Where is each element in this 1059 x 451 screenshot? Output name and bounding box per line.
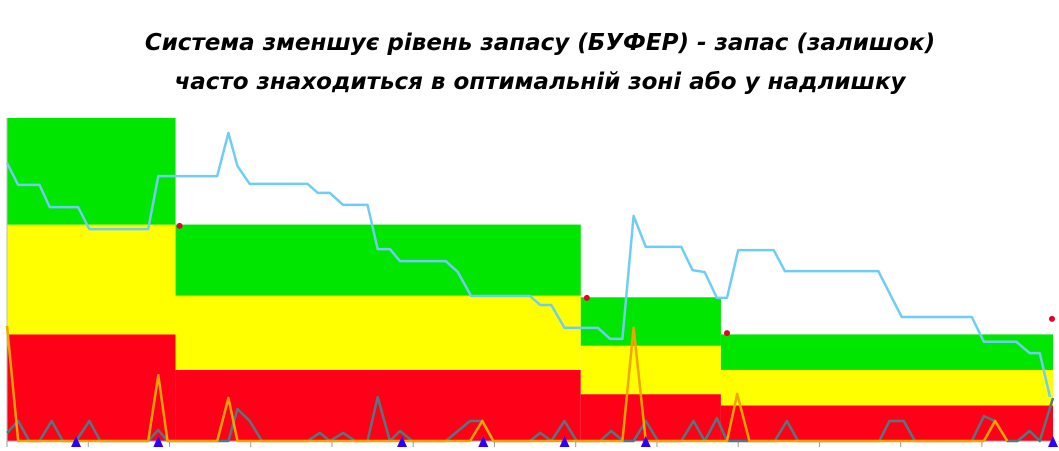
- chart-title: Система зменшує рівень запасу (БУФЕР) - …: [145, 30, 935, 56]
- buffer-zone: [7, 118, 176, 225]
- line-series: [5, 131, 1052, 398]
- buffer-zone: [175, 224, 581, 296]
- order-marker: [1048, 436, 1058, 447]
- order-marker: [397, 436, 408, 447]
- buffer-zone: [175, 295, 581, 370]
- buffer-zone: [720, 334, 1053, 370]
- buffer-zone: [580, 297, 721, 346]
- buffer-zone: [580, 345, 721, 395]
- order-marker: [71, 436, 82, 447]
- order-marker: [640, 436, 651, 447]
- chart-title: часто знаходиться в оптимальній зоні або…: [174, 69, 906, 95]
- buffer-zone: [720, 369, 1053, 406]
- buffer-zone: [175, 369, 581, 441]
- buffer-change-dot: [583, 294, 590, 301]
- buffer-zone: [580, 394, 721, 441]
- buffer-change-dot: [176, 222, 183, 229]
- order-marker: [153, 436, 164, 447]
- buffer-change-dot: [724, 330, 731, 337]
- order-marker: [559, 436, 570, 447]
- order-marker: [478, 436, 489, 447]
- buffer-change-dot: [1048, 315, 1055, 322]
- line-series: [5, 325, 1009, 443]
- buffer-zone: [7, 224, 176, 335]
